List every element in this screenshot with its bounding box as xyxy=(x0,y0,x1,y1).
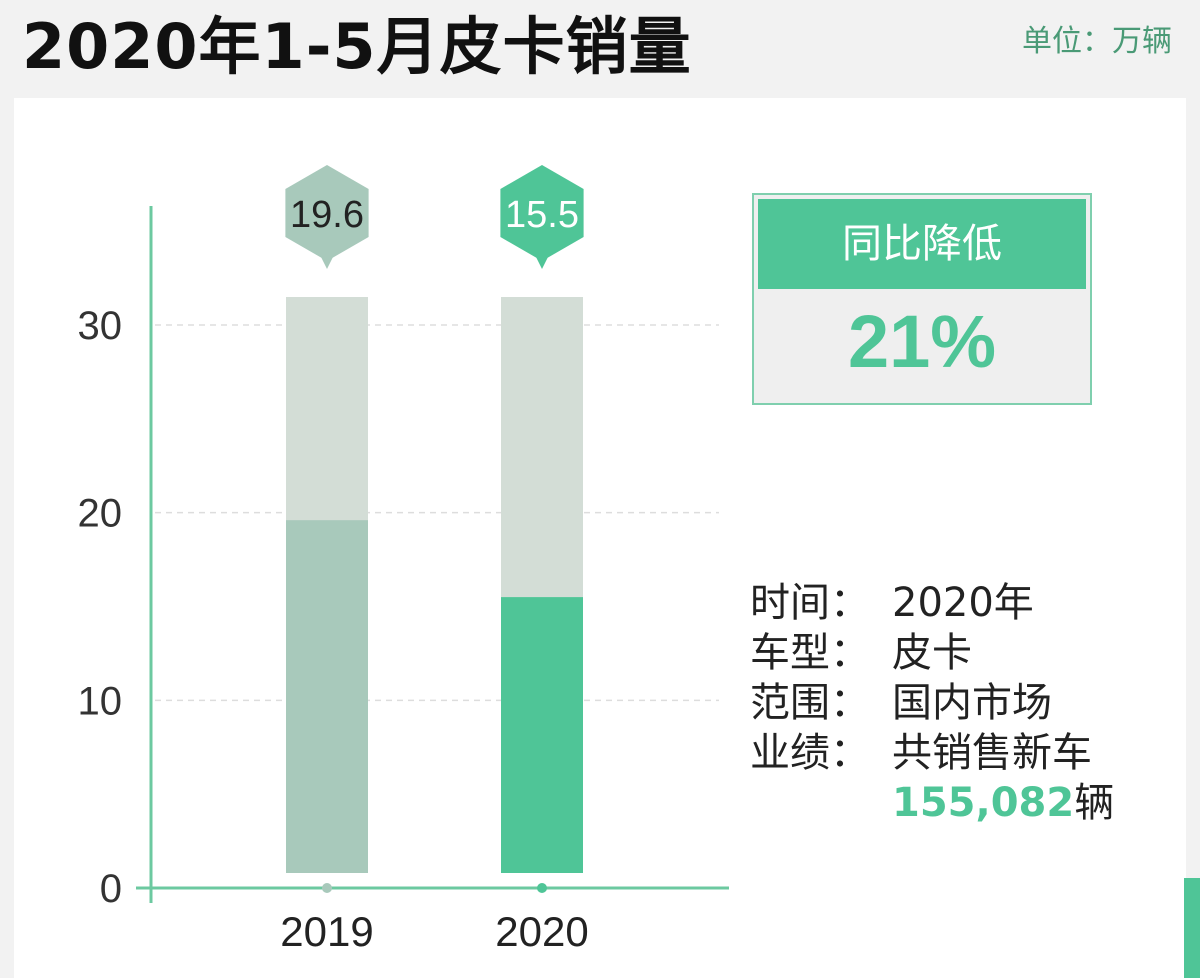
info-row-sales: 业绩： 共销售新车 xyxy=(750,728,1114,778)
info-panel: 时间： 2020年 车型： 皮卡 范围： 国内市场 业绩： 共销售新车 155,082辆 xyxy=(750,578,1114,828)
total-unit: 辆 xyxy=(1074,780,1115,826)
y-tick-label: 0 xyxy=(100,867,122,911)
info-label: 范围： xyxy=(750,680,870,726)
info-row-total: 155,082辆 xyxy=(750,778,1114,828)
bar xyxy=(286,520,368,873)
yoy-label: 同比降低 xyxy=(758,199,1086,289)
page-title: 2020年1-5月皮卡销量 xyxy=(22,10,692,83)
info-label: 业绩： xyxy=(750,730,870,776)
x-tick-label: 2019 xyxy=(280,908,373,955)
info-value: 2020年 xyxy=(892,580,1034,626)
info-value: 皮卡 xyxy=(892,630,972,676)
axis-dot xyxy=(537,883,547,893)
value-marker xyxy=(500,165,584,261)
info-value: 共销售新车 xyxy=(892,730,1092,776)
data-label: 19.6 xyxy=(290,194,364,236)
info-row-scope: 范围： 国内市场 xyxy=(750,678,1114,728)
value-marker-pointer xyxy=(319,253,335,269)
y-tick-label: 30 xyxy=(78,304,123,348)
x-tick-label: 2020 xyxy=(495,908,588,955)
chart-card: 0 10 20 30 2019 19.6 2020 15.5 同比降低 21% 时间： 2020… xyxy=(14,98,1186,978)
info-label: 车型： xyxy=(750,630,870,676)
total-number: 155,082 xyxy=(892,780,1075,826)
corner-accent xyxy=(1184,878,1200,978)
info-label: 时间： xyxy=(750,580,870,626)
info-row-time: 时间： 2020年 xyxy=(750,578,1114,628)
unit-label: 单位：万辆 xyxy=(1022,24,1172,59)
axis-dot xyxy=(322,883,332,893)
bar xyxy=(501,597,583,873)
data-label: 15.5 xyxy=(505,194,579,236)
info-value: 国内市场 xyxy=(892,680,1052,726)
yoy-value: 21% xyxy=(847,300,997,383)
value-marker xyxy=(285,165,369,261)
bar-chart: 0 10 20 30 2019 19.6 2020 15.5 xyxy=(78,165,729,955)
y-tick-label: 20 xyxy=(78,492,123,536)
y-tick-label: 10 xyxy=(78,679,123,723)
value-marker-pointer xyxy=(534,253,550,269)
info-row-model: 车型： 皮卡 xyxy=(750,628,1114,678)
yoy-panel: 同比降低 21% xyxy=(752,193,1092,405)
